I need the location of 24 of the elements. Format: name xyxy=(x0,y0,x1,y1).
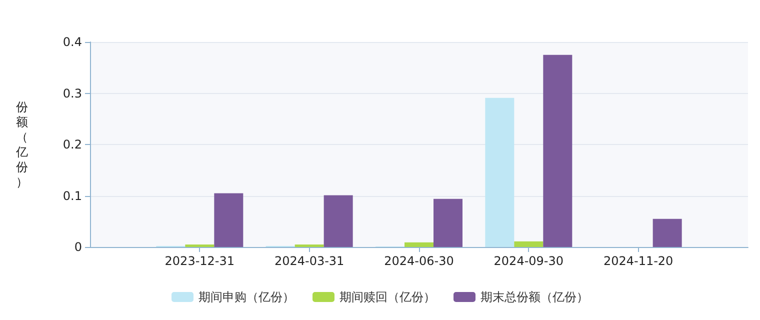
y-tick-label: 0.2 xyxy=(62,138,82,152)
legend-label: 期间申购（亿份） xyxy=(198,290,294,304)
bar xyxy=(324,195,353,247)
x-tick-label: 2024-11-20 xyxy=(603,254,674,268)
x-tick-label: 2023-12-31 xyxy=(164,254,235,268)
bar xyxy=(485,98,514,247)
bar xyxy=(404,242,434,247)
y-tick-label: 0.3 xyxy=(62,86,82,100)
bar xyxy=(652,218,682,247)
y-tick-label: 0.4 xyxy=(62,35,82,49)
bar xyxy=(434,198,462,247)
y-tick-label: 0 xyxy=(74,240,82,254)
y-axis-title: 份额（亿份） xyxy=(15,100,28,189)
bar xyxy=(294,244,324,247)
y-tick-label: 0.1 xyxy=(62,188,82,203)
bar xyxy=(214,193,244,247)
x-tick-label: 2024-06-30 xyxy=(384,254,454,268)
x-tick-label: 2024-03-31 xyxy=(274,254,344,268)
bar xyxy=(543,54,572,247)
legend-label: 期末总份额（亿份） xyxy=(480,290,588,304)
bar xyxy=(185,244,214,247)
legend-label: 期间赎回（亿份） xyxy=(340,290,436,304)
bar xyxy=(514,241,544,247)
x-tick-label: 2024-09-30 xyxy=(494,254,564,268)
